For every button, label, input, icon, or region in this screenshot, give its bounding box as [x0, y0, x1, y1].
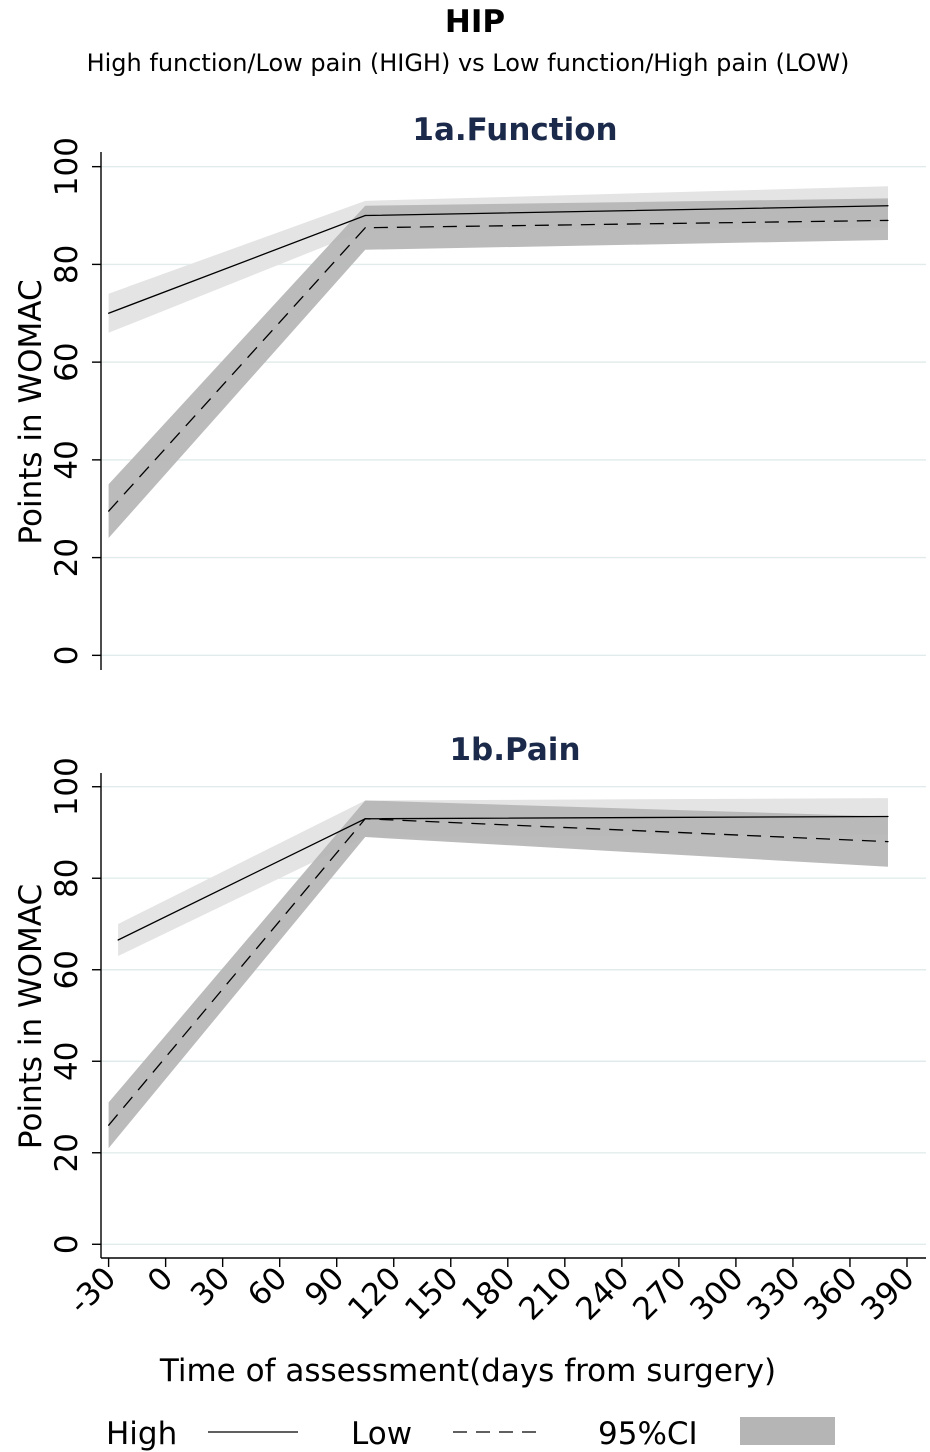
x-tick-label-60: 60	[241, 1260, 294, 1313]
panel-title: 1a.Function	[412, 112, 617, 148]
data-point-low	[108, 510, 110, 512]
y-tick-label-100: 100	[49, 757, 85, 816]
data-point-low	[887, 219, 889, 222]
ci-band-low	[108, 800, 888, 1149]
data-point-low	[364, 818, 366, 820]
x-tick-label-240: 240	[569, 1260, 636, 1327]
data-point-high	[887, 205, 889, 207]
x-axis-title: Time of assessment(days from surgery)	[159, 1353, 776, 1389]
y-tick-label-80: 80	[49, 859, 85, 898]
x-tick-label-360: 360	[797, 1260, 864, 1327]
y-tick-label-40: 40	[49, 1042, 85, 1081]
ci-band-low	[108, 198, 888, 539]
y-axis-title: Points in WOMAC	[13, 279, 49, 544]
ci-band-high	[118, 798, 888, 957]
function-panel: 1a.Function 0 20 40 60 80 100 Points in WOMAC	[13, 112, 926, 670]
y-tick-label-20: 20	[49, 538, 85, 577]
x-tick-label-30: 30	[184, 1260, 237, 1313]
y-tick-label-40: 40	[49, 440, 85, 479]
x-tick-label-300: 300	[683, 1260, 750, 1327]
data-point-high	[117, 939, 119, 941]
y-tick-label-60: 60	[49, 950, 85, 989]
y-axis-title: Points in WOMAC	[13, 884, 49, 1149]
x-tick-label-270: 270	[626, 1260, 693, 1327]
data-point-high	[108, 312, 110, 314]
legend-label-high: High	[106, 1416, 177, 1452]
y-tick-label-20: 20	[49, 1133, 85, 1172]
y-tick-label-0: 0	[49, 1234, 85, 1254]
series-line-low	[108, 219, 888, 512]
x-tick-label-390: 390	[854, 1260, 921, 1327]
y-tick-label-0: 0	[49, 645, 85, 665]
legend: High Low 95%CI	[106, 1416, 835, 1452]
x-tick-label-150: 150	[398, 1260, 465, 1327]
x-tick-label--30: -30	[62, 1260, 123, 1321]
legend-swatch-ci	[740, 1417, 835, 1445]
legend-label-low: Low	[351, 1416, 412, 1452]
data-point-low	[364, 227, 366, 229]
figure-title: HIP	[445, 4, 505, 40]
x-tick-label-210: 210	[512, 1260, 579, 1327]
data-point-high	[364, 214, 366, 217]
x-tick-label-180: 180	[455, 1260, 522, 1327]
y-tick-label-60: 60	[49, 342, 85, 381]
x-tick-label-330: 330	[740, 1260, 807, 1327]
figure-subtitle: High function/Low pain (HIGH) vs Low fun…	[87, 49, 850, 77]
data-point-low	[887, 841, 889, 843]
data-point-low	[108, 1124, 110, 1126]
y-tick-label-100: 100	[49, 137, 85, 196]
data-point-high	[887, 815, 889, 818]
x-tick-label-0: 0	[141, 1260, 180, 1299]
panel-title: 1b.Pain	[449, 732, 580, 768]
x-tick-label-120: 120	[341, 1260, 408, 1327]
y-tick-label-80: 80	[49, 245, 85, 284]
legend-label-ci: 95%CI	[598, 1416, 698, 1452]
